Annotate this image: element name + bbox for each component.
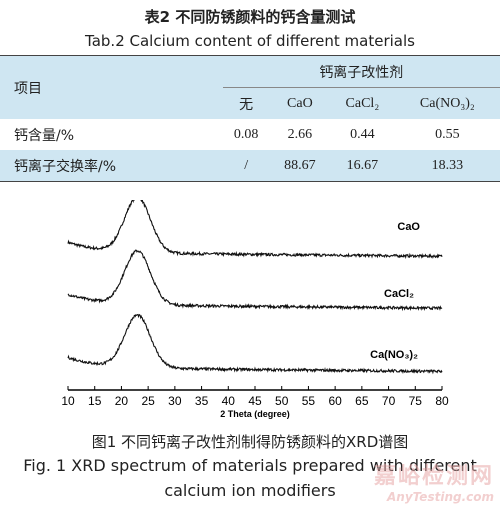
header-item: 项目: [0, 55, 223, 119]
table-cell: 0.44: [350, 126, 375, 142]
table-cell: 18.33: [394, 150, 500, 182]
x-tick-label: 35: [195, 394, 209, 408]
table-cell: 88.67: [269, 150, 331, 182]
x-tick-label: 50: [275, 394, 289, 408]
table-cell: 2.66: [287, 126, 313, 142]
table-cell: 0.08: [233, 126, 259, 142]
x-tick-label: 70: [382, 394, 396, 408]
x-tick-label: 20: [115, 394, 129, 408]
x-tick-label: 65: [355, 394, 369, 408]
figure-caption-cn: 图1 不同钙离子改性剂制得防锈颜料的XRD谱图: [91, 433, 409, 451]
x-axis-label: 2 Theta (degree): [220, 409, 290, 419]
calcium-content-table: 项目 钙离子改性剂 无 CaO CaCl₂ Ca(NO₃)₂ 钙含量/% 0.0…: [0, 55, 500, 182]
x-tick-label: 10: [61, 394, 75, 408]
x-tick-label: 55: [302, 394, 316, 408]
xrd-series-line: [67, 313, 443, 375]
x-tick-label: 30: [168, 394, 182, 408]
x-tick-label: 80: [435, 394, 449, 408]
table-title-en: Tab.2 Calcium content of different mater…: [85, 32, 415, 50]
watermark-url: AnyTesting.com: [387, 490, 494, 504]
column-header: CaCl₂: [345, 95, 380, 111]
table-cell: 0.55: [435, 126, 460, 142]
x-tick-label: 15: [88, 394, 102, 408]
x-axis-ticks: 10 15 20 25 30 35 40 45 50 55 60 65 70 75 80: [61, 386, 449, 408]
figure-caption-en-line2: calcium ion modifiers: [164, 481, 336, 500]
series-label: CaO: [397, 221, 420, 233]
xrd-curves: [67, 200, 443, 375]
watermark-text: 嘉峪检测网: [373, 464, 494, 489]
series-label: Ca(NO₃)₂: [370, 349, 418, 361]
row-label: 钙含量/%: [14, 127, 75, 144]
table-cell: /: [222, 150, 270, 182]
xrd-series-line: [67, 249, 443, 312]
x-tick-label: 60: [328, 394, 342, 408]
x-tick-label: 75: [409, 394, 423, 408]
table-cell: 16.67: [330, 150, 395, 182]
header-group: 钙离子改性剂: [222, 55, 500, 88]
xrd-series-line: [67, 200, 443, 260]
column-header: 无: [239, 97, 254, 113]
series-labels: CaO CaCl₂ Ca(NO₃)₂: [370, 221, 420, 361]
x-tick-label: 25: [141, 394, 155, 408]
figure-caption-en-line1: Fig. 1 XRD spectrum of materials prepare…: [23, 456, 477, 475]
column-header: CaO: [287, 95, 313, 111]
column-header: Ca(NO₃)₂: [419, 95, 475, 111]
x-tick-label: 45: [248, 394, 262, 408]
xrd-chart: CaO CaCl₂ Ca(NO₃)₂ 10 15 20 25 30 35 40 45 50 55 60 6…: [61, 200, 449, 419]
series-label: CaCl₂: [384, 288, 414, 300]
x-tick-label: 40: [222, 394, 236, 408]
watermark: 嘉峪检测网 AnyTesting.com: [374, 458, 494, 504]
row-label: 钙离子交换率/%: [0, 150, 223, 182]
table-title-cn: 表2 不同防锈颜料的钙含量测试: [144, 8, 356, 26]
